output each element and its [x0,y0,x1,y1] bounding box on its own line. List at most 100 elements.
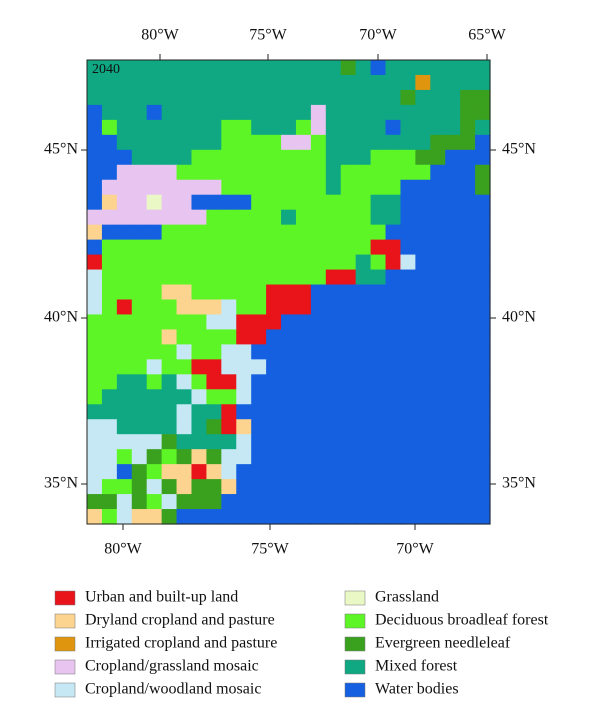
land-cell [415,104,431,121]
land-cell [87,179,103,196]
land-cell [310,434,327,450]
land-cell [325,209,342,226]
land-cell [161,60,178,76]
land-cell [161,194,178,211]
land-cell [266,449,282,465]
land-cell [176,449,193,465]
land-cell [445,89,461,106]
land-cell [445,389,461,405]
land-cell [146,89,163,106]
land-cell [415,224,431,241]
land-cell [325,359,342,375]
land-cell [370,479,387,495]
land-cell [310,479,327,495]
land-cell [206,329,222,345]
land-cell [475,299,491,316]
land-cell [325,299,342,316]
land-cell [146,119,163,136]
land-cell [146,389,163,405]
land-cell [87,299,103,316]
land-cell [325,104,342,121]
land-cell [236,404,252,420]
land-cell [475,434,491,450]
land-cell [295,74,312,91]
land-cell [445,464,461,480]
land-cell [430,254,446,271]
land-cell [370,449,387,465]
land-cell [206,104,222,121]
land-cell [281,479,297,495]
land-cell [385,404,402,420]
land-cell [340,419,357,435]
land-cell [131,479,148,495]
land-cell [385,194,402,211]
land-cell [221,194,237,211]
land-cell [281,239,297,256]
land-cell [281,509,297,525]
land-cell [430,194,446,211]
land-cell [131,329,148,345]
land-cell [146,209,163,226]
land-cell [176,494,193,510]
land-cell [116,464,133,480]
land-cell [400,509,416,525]
land-cell [236,179,252,196]
land-cell [325,254,342,271]
land-cell [295,374,312,390]
land-cell [355,449,372,465]
land-cell [340,74,357,91]
land-cell [221,404,237,420]
land-cell [475,89,491,106]
land-cell [266,509,282,525]
land-cell [445,149,461,166]
land-cell [176,389,193,405]
land-cell [251,389,267,405]
land-cell [340,299,357,316]
land-cell [191,134,208,151]
land-cell [295,449,312,465]
land-cell [101,164,118,181]
land-cell [236,374,252,390]
land-cell [176,119,193,136]
land-cell [176,269,193,286]
land-cell [295,194,312,211]
land-cell [385,60,402,76]
land-cell [176,60,193,76]
legend-swatch [344,682,366,698]
land-cell [191,359,208,375]
land-cell [400,179,416,196]
land-cell [370,374,387,390]
land-cell [340,60,357,76]
land-cell [385,134,402,151]
land-cell [325,479,342,495]
land-cell [251,329,267,345]
land-cell [445,224,461,241]
land-cell [131,494,148,510]
land-cell [221,509,237,525]
land-cell [475,74,491,91]
land-cell [146,164,163,181]
land-cell [266,194,282,211]
land-cell [221,299,237,316]
land-cell [325,60,342,76]
land-cell [266,374,282,390]
land-cell [101,464,118,480]
land-cell [445,104,461,121]
land-cell [251,89,267,106]
land-cell [266,419,282,435]
land-cell [116,60,133,76]
land-cell [370,314,387,331]
land-cell [191,269,208,286]
land-cell [355,134,372,151]
land-cell [176,104,193,121]
land-cell [221,209,237,226]
land-cell [251,149,267,166]
land-cell [460,254,476,271]
land-cell [355,344,372,360]
land-cell [131,419,148,435]
land-cell [310,194,327,211]
land-cell [87,404,103,420]
land-cell [445,194,461,211]
land-cell [87,104,103,121]
